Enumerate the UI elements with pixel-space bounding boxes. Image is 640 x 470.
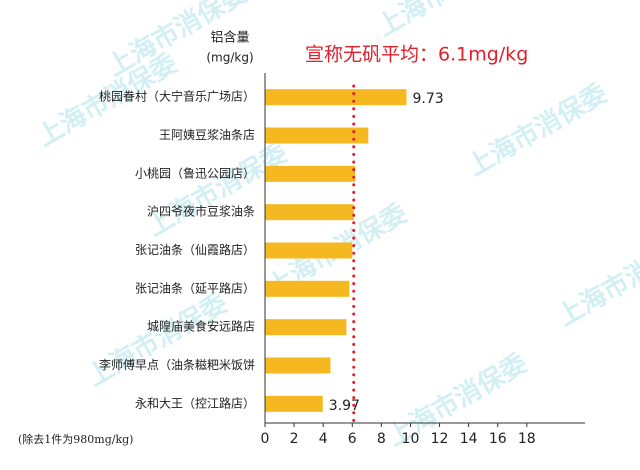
bar xyxy=(265,127,369,144)
bar xyxy=(265,280,350,297)
bar xyxy=(265,319,347,336)
y-axis-label: 铝含量 xyxy=(210,30,249,46)
footnote: (除去1件为980mg/kg) xyxy=(18,432,133,446)
y-tick-label: 沪四爷夜市豆浆油条 xyxy=(147,204,255,219)
y-tick-label: 桃园眷村（大宁音乐广场店） xyxy=(99,89,255,104)
x-tick-label: 14 xyxy=(460,431,478,447)
y-tick-label: 张记油条（仙霞路店） xyxy=(135,242,255,257)
x-tick-label: 10 xyxy=(402,431,420,447)
watermark: 上海市消保委 xyxy=(552,228,640,333)
watermark: 上海市消保委 xyxy=(462,78,613,183)
bar xyxy=(265,89,407,106)
x-tick-label: 2 xyxy=(290,431,299,447)
x-tick-label: 6 xyxy=(348,431,357,447)
watermark: 上海市消保委 xyxy=(372,0,523,43)
bar xyxy=(265,242,353,259)
y-tick-label: 王阿姨豆浆油条店 xyxy=(159,127,255,142)
bar xyxy=(265,204,354,221)
x-tick-label: 16 xyxy=(489,431,507,447)
x-tick-label: 0 xyxy=(261,431,270,447)
y-tick-label: 小桃园（鲁迅公园店） xyxy=(135,165,255,180)
x-tick-label: 12 xyxy=(431,431,449,447)
watermark: 上海市消保委 xyxy=(82,288,233,393)
x-tick-label: 18 xyxy=(518,431,536,447)
x-tick-label: 8 xyxy=(377,431,386,447)
bar xyxy=(265,165,356,182)
watermark: 上海市消保委 xyxy=(142,138,293,243)
y-axis-unit: (mg/kg) xyxy=(206,51,253,65)
value-label: 9.73 xyxy=(413,91,444,107)
y-tick-label: 城隍庙美食安远路店 xyxy=(147,319,255,334)
y-tick-label: 永和大王（控江路店） xyxy=(135,395,255,410)
y-tick-label: 张记油条（延平路店） xyxy=(135,280,255,295)
annotation: 宣称无矾平均：6.1mg/kg xyxy=(305,44,528,66)
y-tick-label: 李师傅早点（油条糍粑米饭饼 xyxy=(99,357,255,372)
bar xyxy=(265,357,331,374)
x-tick-label: 4 xyxy=(319,431,328,447)
value-label: 3.97 xyxy=(329,398,360,414)
bar xyxy=(265,395,323,412)
